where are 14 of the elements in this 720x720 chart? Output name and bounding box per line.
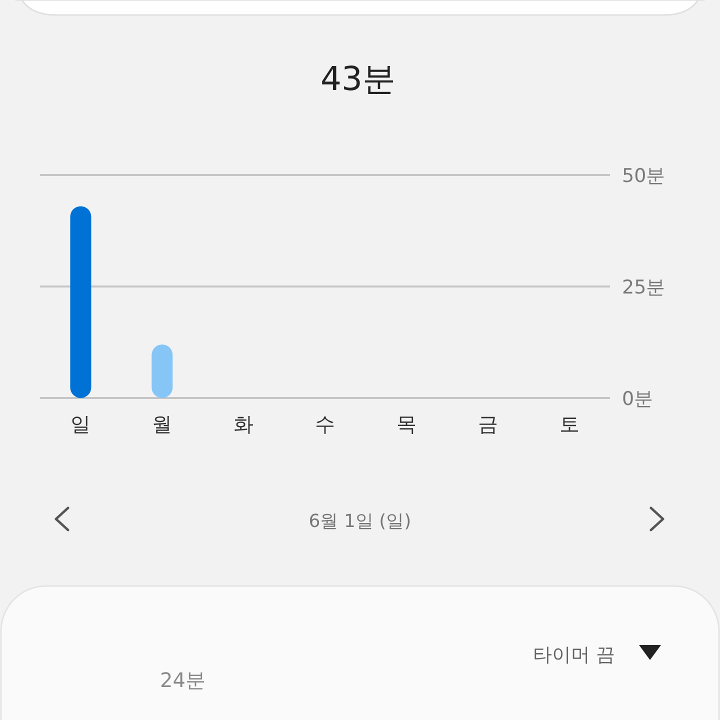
xtick-label: 토 <box>559 412 580 436</box>
annotation: 24분 <box>160 668 206 692</box>
xtick-label: 수 <box>315 412 335 436</box>
xtick-label: 일 <box>70 412 91 436</box>
xtick-label: 월 <box>152 412 172 436</box>
annotation: 6월 1일 (일) <box>308 511 412 532</box>
xtick-label: 화 <box>234 412 254 436</box>
title: 43분 <box>320 59 396 98</box>
ytick-label: 50분 <box>622 165 666 187</box>
xtick-label: 목 <box>396 412 416 436</box>
ytick-label: 0분 <box>622 388 654 410</box>
annotation: 타이머 끔 <box>532 644 615 666</box>
xtick-label: 금 <box>478 412 498 436</box>
ytick-label: 25분 <box>622 276 666 298</box>
